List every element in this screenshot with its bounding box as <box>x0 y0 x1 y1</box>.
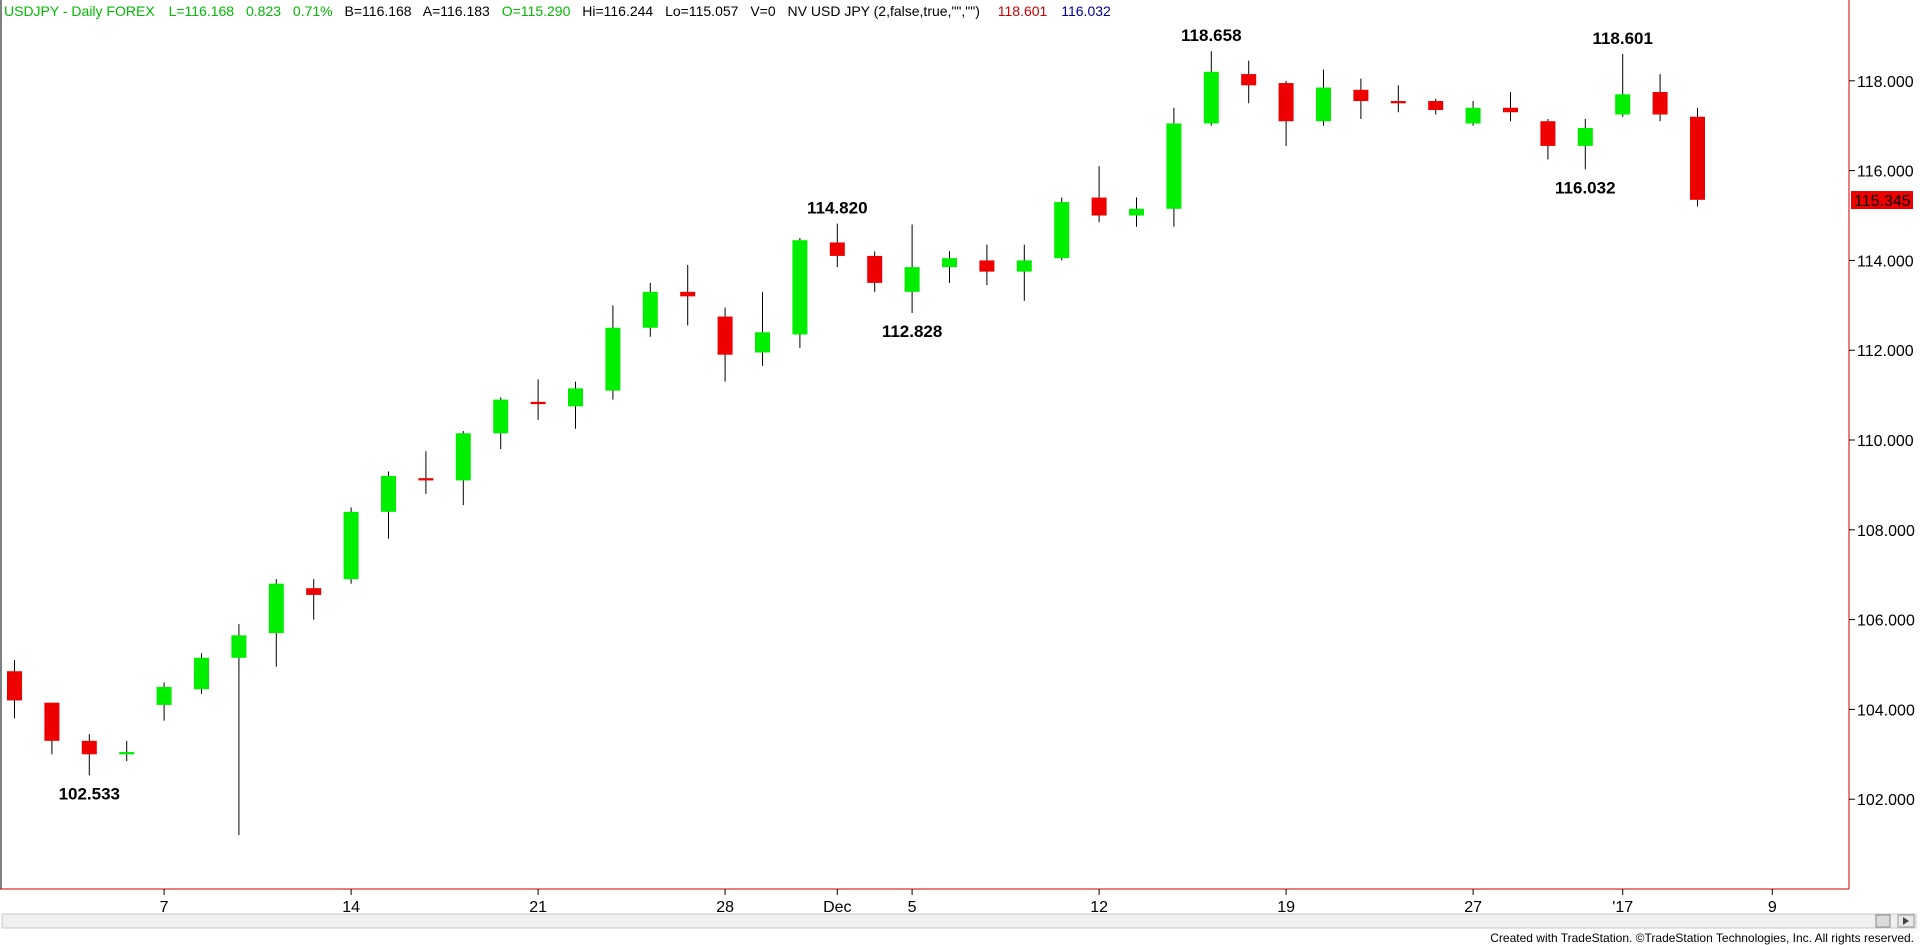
candle-body <box>1203 71 1219 124</box>
candle-body <box>1577 127 1593 146</box>
scrollbar-track[interactable] <box>1 913 1917 929</box>
candle-body <box>942 258 957 268</box>
candle-body <box>156 686 172 705</box>
candle-body <box>867 255 883 283</box>
x-tick-label: Dec <box>823 899 851 916</box>
chart-header: USDJPY - Daily FOREX L=116.168 0.823 0.7… <box>4 3 1111 19</box>
candle-body <box>343 511 359 580</box>
price-annotation: 116.032 <box>1555 178 1616 197</box>
y-tick-label: 112.000 <box>1857 343 1914 360</box>
horizontal-scrollbar[interactable] <box>1 913 1917 929</box>
header-change: 0.823 <box>246 3 281 19</box>
candle-body <box>1241 74 1257 86</box>
header-ask: A=116.183 <box>423 3 490 19</box>
last-price-label: 115.345 <box>1854 193 1911 210</box>
candle-body <box>605 327 621 391</box>
x-tick-label: 21 <box>529 899 547 916</box>
y-tick-label: 110.000 <box>1857 433 1914 450</box>
price-annotations: 102.533 114.820 112.828 118.658 116.032 118.6… <box>59 26 1653 803</box>
candle-body <box>194 657 209 690</box>
header-volume: V=0 <box>750 3 776 19</box>
candle-body <box>1278 83 1294 122</box>
header-indicator: NV USD JPY (2,false,true,"","") <box>788 3 980 19</box>
candle-body <box>1016 260 1032 272</box>
header-symbol: USDJPY - Daily FOREX <box>4 3 155 19</box>
y-tick-label: 108.000 <box>1857 523 1915 540</box>
y-tick-label: 116.000 <box>1857 164 1914 181</box>
candle-body <box>979 260 995 272</box>
time-axis: 7 14 21 28 Dec 5 12 19 27 '17 9 <box>160 889 1777 916</box>
price-annotation: 118.601 <box>1592 29 1653 48</box>
price-annotation: 112.828 <box>882 322 943 341</box>
candle-body <box>904 267 920 292</box>
candle-body <box>1390 101 1406 104</box>
candle-body <box>381 475 396 512</box>
y-tick-label: 118.000 <box>1857 74 1914 91</box>
y-tick-label: 106.000 <box>1857 613 1915 630</box>
candle-body <box>1353 89 1369 102</box>
x-tick-label: 9 <box>1768 899 1777 916</box>
candle-body <box>680 291 696 297</box>
candle-body <box>119 752 135 755</box>
header-open: O=115.290 <box>502 3 571 19</box>
footer-credit: Created with TradeStation. ©TradeStation… <box>1490 931 1914 945</box>
candle-body <box>1503 107 1518 113</box>
candles <box>7 51 1705 836</box>
candle-body <box>493 399 509 434</box>
candle-body <box>1690 116 1705 200</box>
scrollbar-thumb[interactable] <box>1875 914 1891 928</box>
candle-body <box>1091 197 1107 216</box>
candle-body <box>1166 123 1182 209</box>
candle-body <box>1129 208 1144 216</box>
candle-body <box>306 588 322 595</box>
scroll-right-arrow-icon[interactable] <box>1903 917 1909 925</box>
x-tick-label: 19 <box>1277 899 1295 916</box>
header-change-pct: 0.71% <box>293 3 333 19</box>
candle-body <box>755 332 770 353</box>
last-price-tag-bg <box>1851 191 1913 210</box>
candle-body <box>418 478 434 481</box>
header-last: L=116.168 <box>169 3 235 19</box>
x-tick-label: '17 <box>1612 899 1633 916</box>
header-low: Lo=115.057 <box>665 3 739 19</box>
header-high: Hi=116.244 <box>582 3 653 19</box>
last-price-tag: 115.345 <box>1851 191 1913 210</box>
candle-body <box>231 635 247 658</box>
x-tick-label: 12 <box>1090 899 1108 916</box>
x-tick-label: 7 <box>160 899 169 916</box>
candle-body <box>568 388 583 407</box>
candle-body <box>530 401 546 405</box>
x-tick-label: 14 <box>342 899 360 916</box>
candle-body <box>44 702 60 741</box>
header-bid: B=116.168 <box>345 3 412 19</box>
price-axis: 102.000 104.000 106.000 108.000 110.000 112.0… <box>1849 74 1915 809</box>
candle-body <box>642 291 658 328</box>
candle-body <box>1615 94 1631 115</box>
candle-body <box>1652 92 1668 115</box>
y-tick-label: 104.000 <box>1857 702 1915 719</box>
candle-body <box>81 740 97 755</box>
x-tick-label: 28 <box>716 899 734 916</box>
candle-body <box>829 242 845 256</box>
candle-body <box>717 316 733 355</box>
y-tick-label: 114.000 <box>1857 253 1914 270</box>
x-tick-label: 5 <box>908 899 917 916</box>
header-ind-high: 118.601 <box>998 3 1048 19</box>
x-tick-label: 27 <box>1464 899 1482 916</box>
candle-body <box>1540 121 1556 146</box>
candle-body <box>268 583 284 634</box>
candle-body <box>455 433 471 481</box>
candle-body <box>1054 202 1070 259</box>
price-annotation: 118.658 <box>1181 26 1242 45</box>
header-ind-low: 116.032 <box>1061 3 1111 19</box>
candle-body <box>1465 107 1481 124</box>
price-annotation: 114.820 <box>807 199 868 218</box>
candle-body <box>7 671 22 701</box>
y-tick-label: 102.000 <box>1857 792 1915 809</box>
candle-body <box>1428 101 1444 111</box>
candle-body <box>1316 87 1331 122</box>
price-annotation: 102.533 <box>59 784 120 803</box>
candle-body <box>792 240 808 335</box>
